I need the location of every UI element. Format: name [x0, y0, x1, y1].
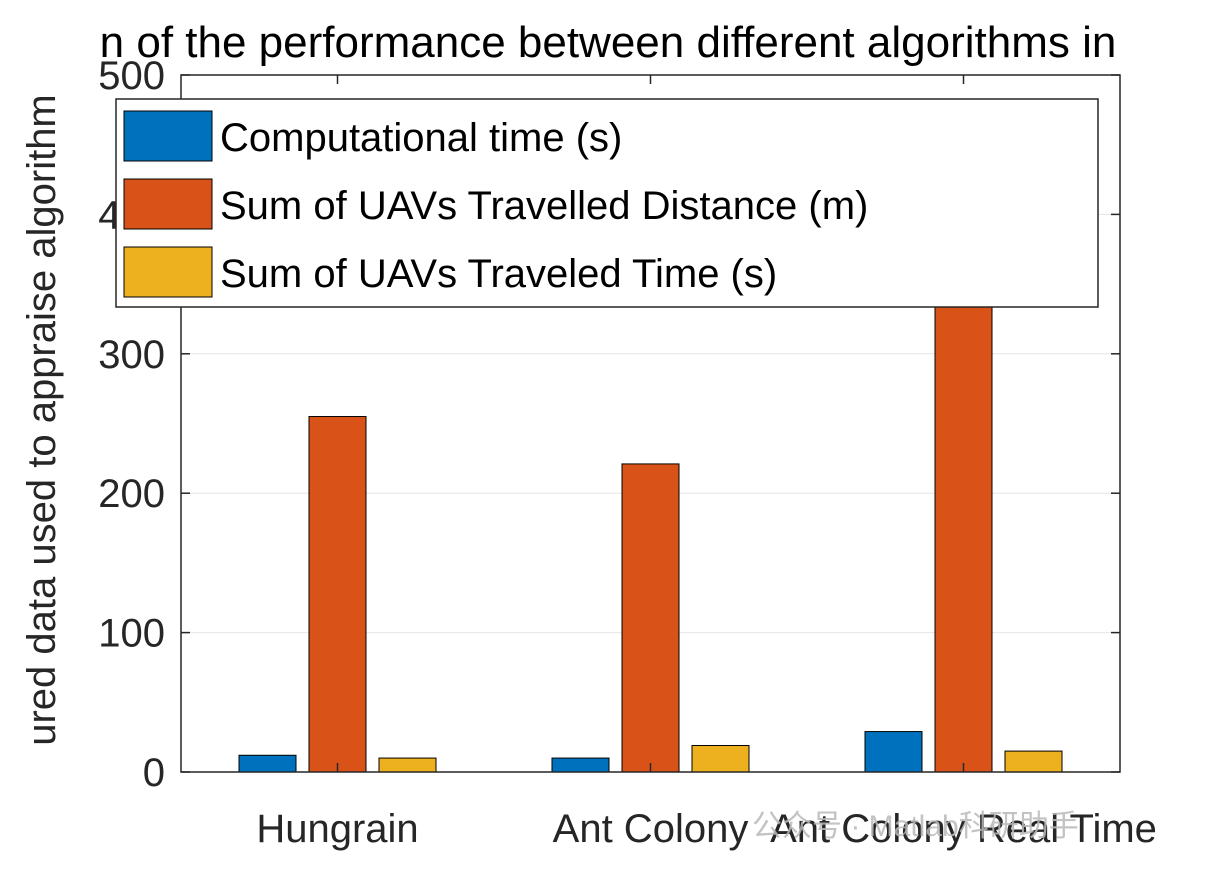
- y-tick-label: 100: [98, 612, 165, 656]
- x-tick-label: Ant Colony Real Time: [770, 807, 1157, 851]
- bar: [934, 297, 993, 773]
- legend-entry-label: Computational time (s): [220, 116, 622, 160]
- legend-box: [115, 98, 1099, 308]
- watermark-text: 公众号 · Matlab科研助手: [752, 810, 1079, 843]
- y-tick-label: 0: [143, 751, 165, 795]
- bar: [691, 745, 750, 773]
- bar: [621, 463, 680, 773]
- bar: [378, 757, 437, 773]
- y-axis-label: ured data used to appraise algorithm: [20, 94, 64, 746]
- x-tick-label: Ant Colony: [553, 807, 749, 851]
- bar: [1004, 750, 1063, 773]
- bars: [238, 297, 1063, 773]
- bar: [308, 416, 367, 773]
- y-tick-label: 200: [98, 472, 165, 516]
- bar: [864, 731, 923, 773]
- chart-title: n of the performance between different a…: [100, 18, 1117, 67]
- legend-entry-label: Sum of UAVs Traveled Time (s): [220, 252, 777, 296]
- legend-entry-label: Sum of UAVs Travelled Distance (m): [220, 184, 868, 228]
- legend-swatch: [123, 178, 213, 230]
- bar: [238, 754, 297, 773]
- legend: Computational time (s) Sum of UAVs Travel…: [115, 98, 1099, 308]
- y-tick-label: 500: [98, 54, 165, 98]
- legend-swatch: [123, 110, 213, 162]
- y-tick-label: 300: [98, 333, 165, 377]
- legend-swatch: [123, 246, 213, 298]
- bar: [551, 757, 610, 773]
- x-tick-label: Hungrain: [256, 807, 418, 851]
